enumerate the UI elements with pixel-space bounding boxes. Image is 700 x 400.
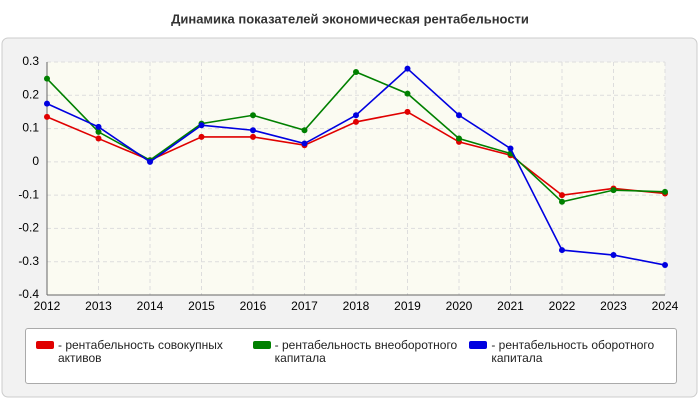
legend-label: - рентабельность внеоборотного капитала <box>274 338 458 365</box>
x-tick-label: 2013 <box>85 299 112 313</box>
data-point <box>610 187 617 194</box>
data-point <box>301 140 308 147</box>
data-point <box>44 75 50 82</box>
data-point <box>610 252 617 259</box>
x-tick-label: 2018 <box>343 299 370 313</box>
y-tick-label: -0.2 <box>18 221 39 235</box>
data-point <box>353 118 359 125</box>
data-point <box>44 113 50 120</box>
data-point <box>147 158 153 165</box>
data-point <box>250 133 256 140</box>
legend-swatch <box>469 341 488 349</box>
legend-swatch <box>36 341 54 349</box>
x-tick-label: 2021 <box>497 299 524 313</box>
y-tick-label: -0.4 <box>18 287 39 301</box>
data-point <box>456 135 462 142</box>
x-tick-label: 2014 <box>137 299 164 313</box>
data-point <box>353 68 359 75</box>
x-tick-label: 2017 <box>291 299 318 313</box>
x-tick-label: 2015 <box>188 299 215 313</box>
y-tick-label: 0.2 <box>22 87 39 101</box>
data-point <box>301 127 308 134</box>
data-point <box>404 108 411 115</box>
legend-label: - рентабельность совокупных активов <box>58 338 223 365</box>
legend-label: - рентабельность оборотного капитала <box>491 338 655 365</box>
y-tick-label: 0.3 <box>22 54 39 68</box>
chart-title: Динамика показателей экономическая рента… <box>171 11 529 26</box>
legend-swatch <box>252 341 271 349</box>
data-point <box>95 128 102 135</box>
data-point <box>44 100 50 107</box>
y-tick-label: -0.1 <box>18 187 39 201</box>
data-point <box>559 198 565 205</box>
legend: - рентабельность совокупных активов - рен… <box>25 328 677 384</box>
legend-item: - рентабельность внеоборотного капитала <box>243 329 460 383</box>
data-point <box>95 135 102 142</box>
data-point <box>559 192 565 199</box>
x-tick-label: 2023 <box>600 299 627 313</box>
y-tick-label: 0 <box>32 154 39 168</box>
data-point <box>507 145 514 152</box>
data-point <box>559 247 565 254</box>
data-point <box>198 133 205 140</box>
data-point <box>456 112 462 119</box>
legend-item: - рентабельность совокупных активов <box>26 329 243 383</box>
legend-item: - рентабельность оборотного капитала <box>459 329 676 383</box>
x-tick-label: 2019 <box>394 299 421 313</box>
data-point <box>250 127 256 134</box>
x-tick-label: 2020 <box>446 299 473 313</box>
x-tick-label: 2012 <box>34 299 61 313</box>
data-point <box>95 123 102 130</box>
data-point <box>353 112 359 119</box>
y-tick-label: 0.1 <box>22 121 39 135</box>
data-point <box>404 90 411 97</box>
data-point <box>404 65 411 72</box>
y-tick-label: -0.3 <box>18 254 39 268</box>
data-point <box>250 112 256 119</box>
x-tick-label: 2016 <box>240 299 267 313</box>
x-tick-label: 2022 <box>549 299 576 313</box>
data-point <box>662 262 668 269</box>
x-tick-label: 2024 <box>652 299 679 313</box>
data-point <box>198 122 205 129</box>
data-point <box>662 188 668 195</box>
